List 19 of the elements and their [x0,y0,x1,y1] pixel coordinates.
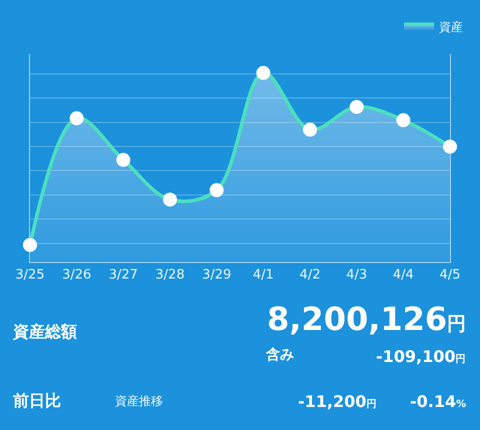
text: 含み [265,347,294,363]
text: -11,200円 [298,392,376,411]
x-tick-label: 4/4 [392,268,414,283]
x-tick-label: 3/29 [202,268,232,283]
text: 前日比 [12,391,61,410]
x-tick-label: 3/27 [108,268,138,283]
x-tick-label: 4/2 [300,268,320,283]
text: 8,200,126円 [267,300,466,338]
text: -0.14% [410,392,466,411]
text: 資産総額 [12,322,77,341]
x-tick-label: 4/3 [346,268,368,283]
text: -109,100円 [376,347,466,366]
x-tick-label: 4/5 [440,268,460,283]
x-tick-label: 4/1 [252,268,274,283]
legend-label: 資産 [439,20,463,34]
x-tick-label: 3/28 [155,268,185,283]
x-tick-label: 3/25 [15,268,45,283]
x-tick-label: 3/26 [62,268,92,283]
text: 資産推移 [115,394,163,408]
